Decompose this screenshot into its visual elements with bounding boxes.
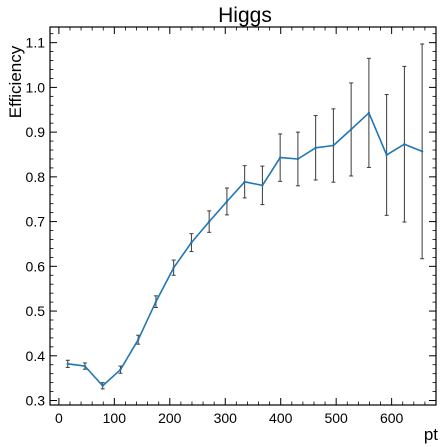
- data-point: [83, 364, 87, 368]
- data-point: [367, 111, 371, 115]
- data-point: [314, 146, 317, 149]
- data-point: [261, 184, 264, 187]
- data-point: [66, 362, 69, 366]
- data-point: [420, 150, 424, 153]
- data-point: [136, 338, 140, 341]
- data-point: [243, 180, 246, 183]
- data-point: [190, 241, 193, 244]
- data-point: [119, 368, 122, 371]
- data-point: [296, 157, 300, 161]
- data-point: [207, 220, 211, 223]
- y-tick-label: 1.0: [26, 79, 46, 95]
- y-tick-label: 0.5: [26, 303, 46, 319]
- y-tick-label: 0.8: [26, 169, 46, 185]
- data-point: [332, 144, 335, 147]
- data-point: [385, 153, 388, 157]
- y-tick-label: 0.6: [26, 258, 46, 274]
- x-axis-label: pt: [424, 425, 438, 444]
- data-point: [349, 128, 353, 131]
- data-point: [101, 384, 104, 387]
- plot-area: 0 100 200 300 400 500 600 0.3 0.4 0.5 0.6 0.7 0.8 0.9…: [26, 27, 437, 426]
- x-tick-label: 100: [103, 410, 127, 426]
- data-point: [172, 266, 175, 269]
- x-tick-label: 200: [158, 410, 182, 426]
- x-tick-label: 600: [380, 410, 404, 426]
- data-point: [278, 156, 282, 159]
- y-tick-label: 0.4: [26, 348, 46, 364]
- y-tick-label: 0.9: [26, 124, 46, 140]
- y-tick-label: 1.1: [26, 35, 46, 51]
- x-tick-label: 500: [324, 410, 348, 426]
- y-axis-label: Efficiency: [6, 45, 25, 118]
- data-point: [403, 143, 406, 146]
- x-tick-label: 400: [269, 410, 293, 426]
- x-tick-label: 300: [214, 410, 238, 426]
- plot-frame: [49, 26, 437, 406]
- y-tick-label: 0.3: [26, 393, 46, 409]
- chart-title: Higgs: [218, 4, 272, 27]
- x-tick-label: 0: [55, 410, 63, 426]
- data-point: [225, 200, 229, 203]
- y-tick-label: 0.7: [26, 214, 46, 230]
- data-point: [154, 300, 158, 303]
